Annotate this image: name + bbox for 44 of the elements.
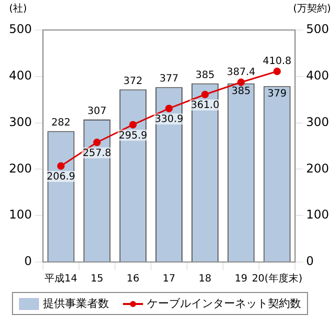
data-label: 257.8 [82, 148, 112, 159]
x-tick-label: 19 [234, 274, 248, 285]
point [129, 120, 137, 128]
x-tick-label: 平成14 [44, 272, 78, 285]
data-label: 387.4 [226, 66, 256, 78]
data-label: 307 [87, 106, 106, 118]
y2-tick-label: 400 [306, 68, 329, 83]
y2-tick-label: 300 [306, 114, 329, 129]
data-label: 295.9 [118, 130, 148, 142]
data-label: 361.0 [190, 100, 220, 112]
x-tick-label: 16 [126, 274, 140, 285]
y2-tick-label: 200 [306, 161, 329, 176]
y-tick-label: 0 [24, 254, 32, 268]
data-label: 206.9 [46, 172, 76, 183]
data-label: 385 [232, 86, 251, 97]
x-tick-label: 17 [162, 274, 176, 285]
data-label: 330.9 [154, 114, 184, 126]
y2-tick-label: 100 [306, 208, 329, 222]
legend-label: 提供事業者数 [43, 296, 109, 311]
point [237, 78, 245, 86]
y-tick-label: 300 [9, 114, 32, 129]
point [93, 138, 101, 146]
data-label: 377 [159, 74, 179, 85]
x-tick-label: 20(年度末) [252, 272, 302, 285]
y-axis-title: (社) [9, 2, 27, 15]
y-tick-label: 100 [9, 208, 32, 222]
data-label: 385 [195, 70, 215, 81]
legend-label: ケーブルインターネット契約数 [147, 296, 301, 311]
y2-tick-label: 500 [306, 22, 329, 36]
point [57, 162, 65, 170]
point [273, 68, 281, 76]
data-label: 282 [51, 118, 70, 129]
x-tick-label: 15 [90, 274, 104, 285]
point [165, 104, 173, 112]
point [201, 90, 209, 98]
x-tick-label: 18 [198, 274, 212, 285]
y-tick-label: 400 [9, 68, 32, 83]
data-label: 372 [123, 76, 143, 87]
y-tick-label: 200 [9, 161, 32, 176]
data-label: 410.8 [262, 56, 292, 67]
data-label: 379 [268, 88, 287, 100]
y2-axis-title: (万契約) [293, 2, 331, 15]
y2-tick-label: 0 [306, 254, 314, 268]
y-tick-label: 500 [9, 22, 32, 36]
